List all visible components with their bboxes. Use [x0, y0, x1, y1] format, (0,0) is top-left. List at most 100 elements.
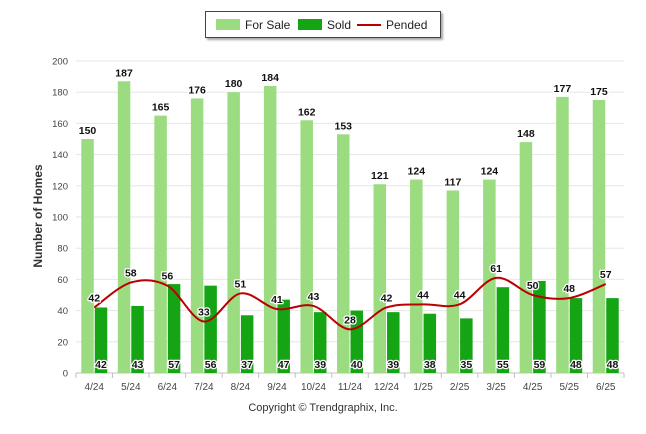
for-sale-value-label: 187 [115, 67, 133, 79]
sold-value-label: 48 [607, 359, 619, 371]
bar-sold [387, 312, 400, 373]
y-tick-label: 160 [52, 119, 68, 130]
for-sale-value-label: 148 [517, 128, 535, 140]
bar-for-sale [227, 92, 240, 373]
bar-sold [496, 287, 510, 373]
legend-label-pended: Pended [386, 18, 428, 32]
bar-for-sale [263, 85, 277, 374]
sold-value-label: 47 [278, 359, 290, 371]
bar-sold [167, 284, 181, 373]
bar-for-sale [117, 81, 131, 373]
bar-for-sale [337, 134, 350, 373]
x-tick-label: 10/24 [301, 382, 326, 393]
sold-value-label: 55 [497, 359, 509, 371]
x-tick-label: 5/24 [121, 382, 141, 393]
legend-label-sold: Sold [327, 18, 352, 32]
bar-sold [460, 318, 473, 373]
sold-value-label: 42 [95, 359, 107, 371]
y-tick-label: 120 [52, 181, 68, 192]
pended-value-label: 33 [198, 307, 210, 319]
for-sale-value-label: 162 [298, 106, 316, 118]
legend-item-pended[interactable]: Pended [357, 18, 427, 32]
x-tick-label: 4/24 [85, 382, 105, 393]
pended-value-label: 58 [125, 268, 137, 280]
x-tick-label: 8/24 [231, 382, 251, 393]
grid-lines [76, 60, 624, 374]
for-sale-value-label: 176 [188, 84, 206, 96]
data-labels: 150 42 42 187 43 58 165 57 56 176 56 33 180 37 51 184 47… [78, 66, 620, 372]
bars [81, 81, 619, 374]
bar-for-sale [300, 120, 313, 373]
bar-sold [533, 280, 546, 373]
bar-sold [606, 298, 619, 373]
sold-value-label: 35 [461, 359, 473, 371]
pended-value-label: 61 [490, 263, 502, 275]
y-tick-labels: 0 20 40 60 80 100 120 140 160 180 200 [52, 57, 68, 380]
pended-value-label: 48 [563, 283, 575, 295]
sold-value-label: 48 [570, 359, 582, 371]
y-tick-label: 80 [57, 244, 68, 255]
bar-for-sale [446, 190, 460, 373]
x-tick-label: 6/24 [158, 382, 178, 393]
y-tick-label: 180 [52, 88, 68, 99]
for-sale-value-label: 153 [334, 120, 352, 132]
pended-line [93, 276, 607, 331]
bar-for-sale [592, 100, 606, 373]
bar-sold [131, 305, 144, 373]
legend-line-pended [357, 24, 381, 26]
sold-value-label: 40 [351, 359, 363, 371]
pended-value-label: 57 [600, 269, 612, 281]
pended-value-label: 41 [271, 294, 283, 306]
for-sale-value-label: 177 [554, 83, 572, 95]
x-tick-label: 2/25 [450, 382, 470, 393]
for-sale-value-label: 124 [408, 166, 426, 178]
x-tick-label: 9/24 [267, 382, 287, 393]
x-tick-labels: 4/24 5/24 6/24 7/24 8/24 9/24 10/24 11/24 12/24 1… [75, 373, 625, 393]
bar-sold [94, 307, 108, 373]
bar-for-sale [154, 115, 167, 373]
for-sale-value-label: 121 [371, 170, 389, 182]
legend-label-for-sale: For Sale [245, 18, 291, 32]
bar-for-sale [410, 179, 423, 373]
x-tick-label: 5/25 [559, 382, 579, 393]
pended-value-label: 42 [88, 292, 100, 304]
for-sale-value-label: 165 [152, 102, 170, 114]
x-tick-label: 6/25 [596, 382, 616, 393]
sold-value-label: 39 [314, 359, 326, 371]
pended-value-label: 51 [235, 278, 247, 290]
sold-value-label: 39 [387, 359, 399, 371]
pended-value-label: 50 [527, 280, 539, 292]
for-sale-value-label: 175 [590, 86, 608, 98]
x-tick-label: 1/25 [413, 382, 433, 393]
sold-value-label: 38 [424, 359, 436, 371]
for-sale-value-label: 117 [444, 176, 461, 188]
bar-sold [569, 298, 583, 373]
y-tick-label: 40 [57, 306, 68, 317]
x-tick-label: 4/25 [523, 382, 543, 393]
for-sale-value-label: 150 [79, 125, 97, 137]
bar-for-sale [190, 98, 204, 373]
pended-value-label: 56 [161, 271, 173, 283]
sold-value-label: 43 [132, 359, 144, 371]
y-tick-label: 200 [52, 57, 68, 68]
bar-for-sale [373, 184, 387, 373]
bar-sold [277, 299, 290, 373]
sold-value-label: 56 [205, 359, 217, 371]
y-tick-label: 140 [52, 150, 68, 161]
legend-item-for-sale[interactable]: For Sale [216, 18, 290, 32]
for-sale-value-label: 184 [261, 72, 279, 84]
legend-item-sold[interactable]: Sold [298, 18, 351, 32]
legend: For Sale Sold Pended [205, 11, 441, 38]
sold-value-label: 37 [241, 359, 253, 371]
pended-line-path [93, 276, 607, 331]
bar-for-sale [519, 142, 533, 373]
bar-sold [423, 313, 437, 373]
pended-value-label: 44 [454, 289, 466, 301]
y-axis-label: Number of Homes [31, 164, 45, 268]
y-tick-label: 100 [52, 213, 68, 224]
pended-value-label: 42 [381, 292, 393, 304]
y-tick-label: 60 [57, 275, 68, 286]
y-tick-label: 0 [63, 369, 68, 380]
pended-value-label: 44 [417, 289, 429, 301]
